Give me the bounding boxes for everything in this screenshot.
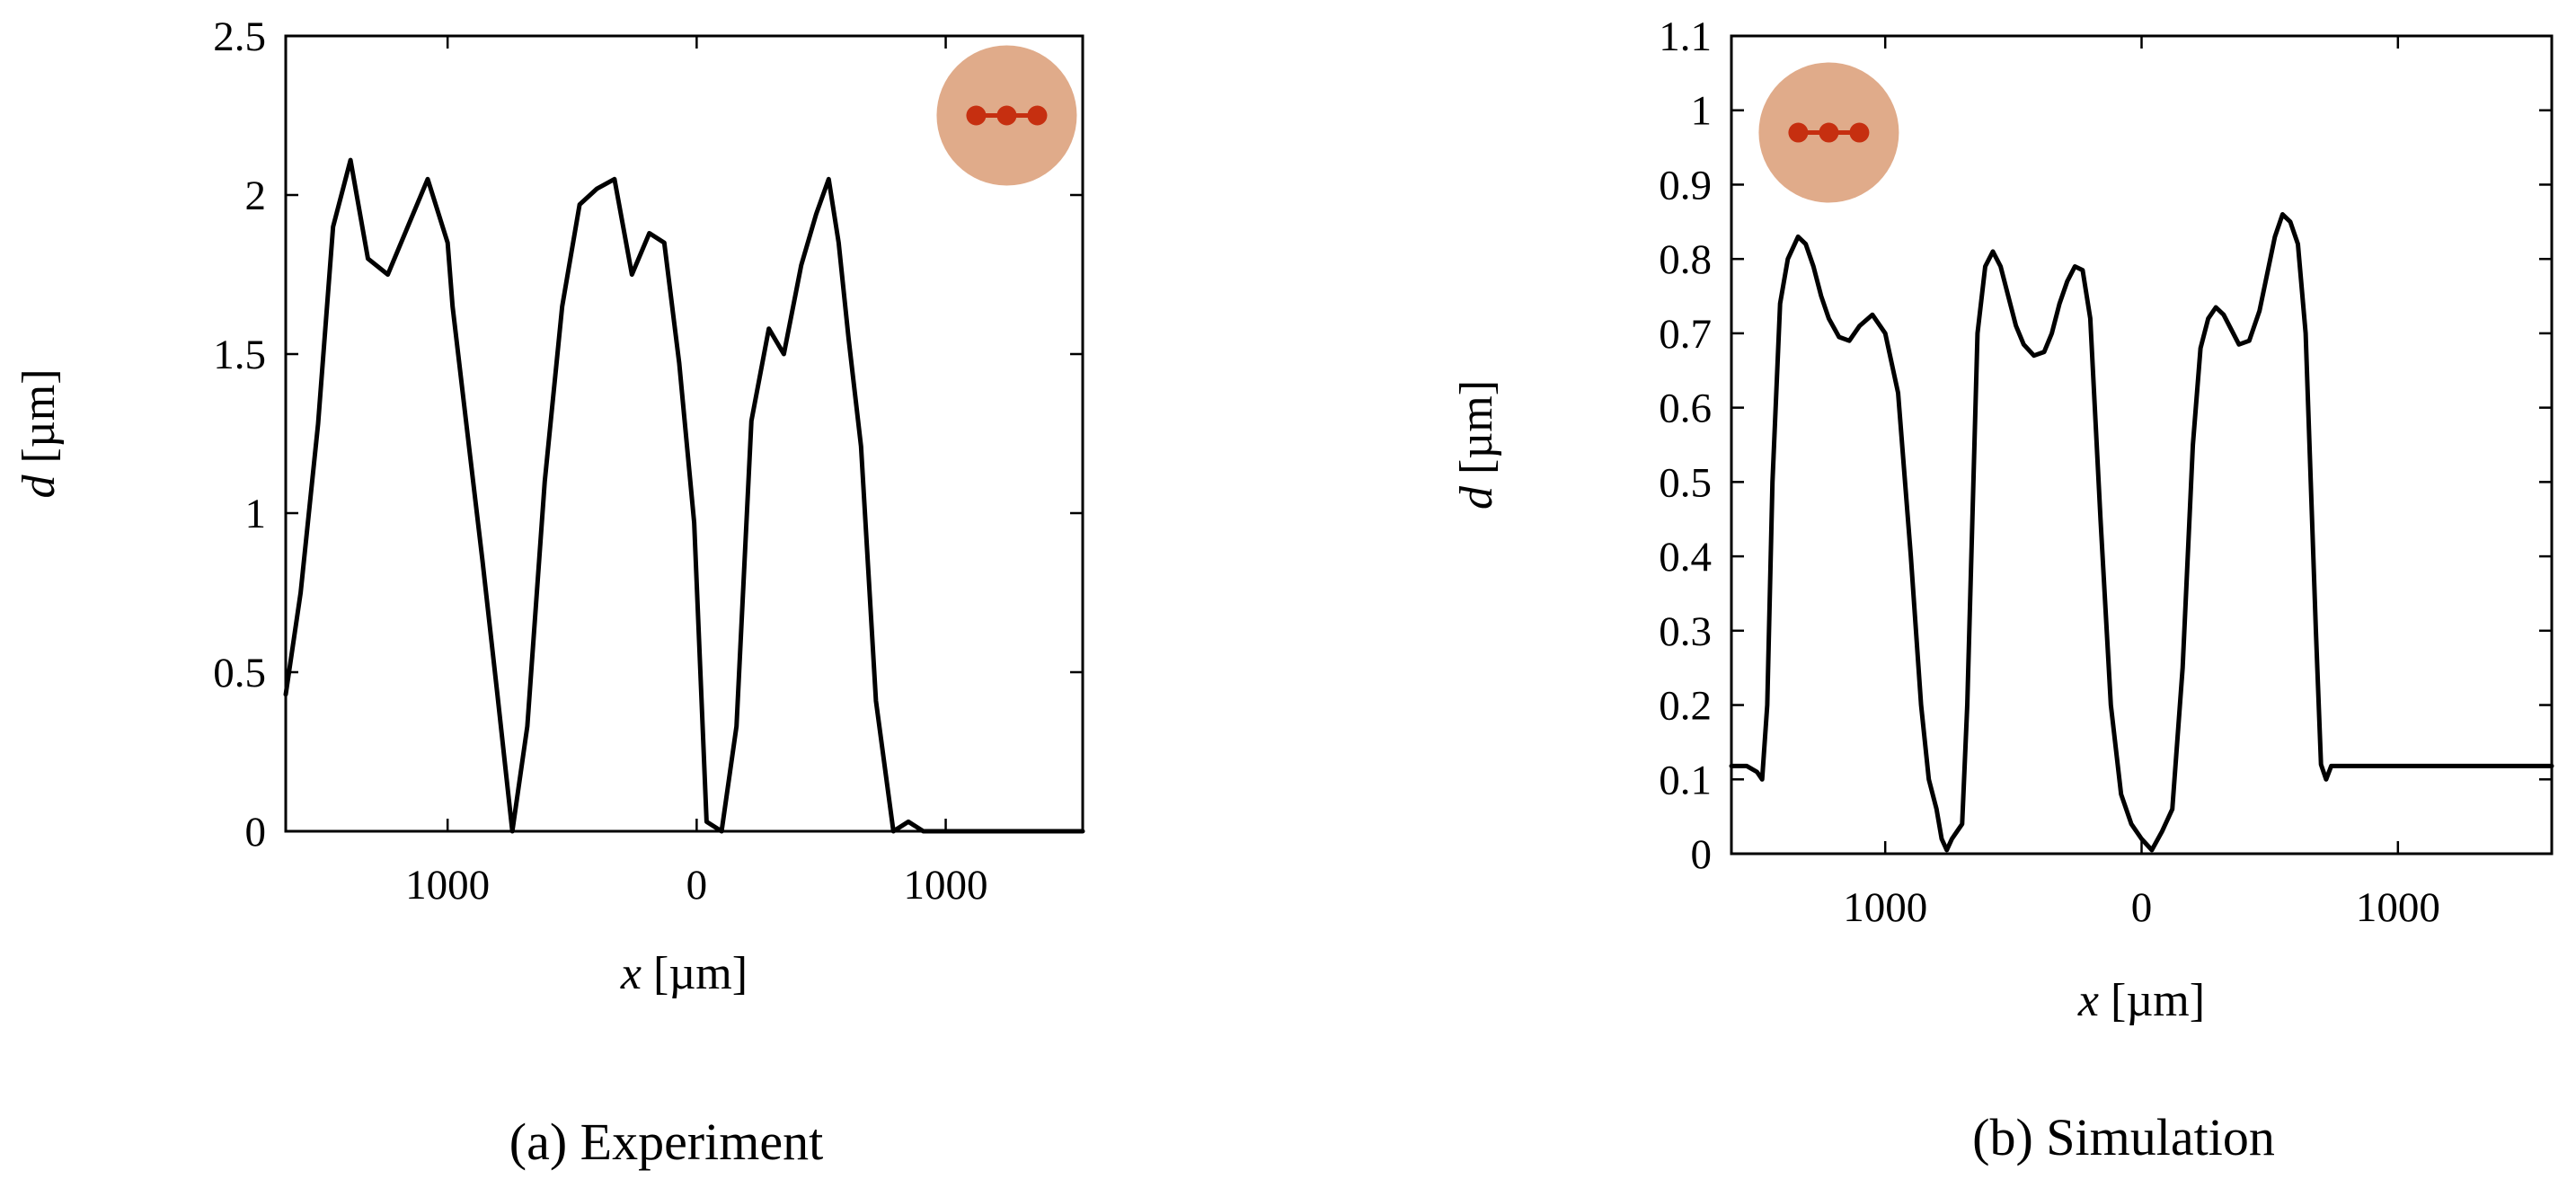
x-axis-label: x [µm] xyxy=(2077,975,2205,1026)
y-axis-unit: [µm] xyxy=(1451,380,1502,486)
y-tick-label: 0.8 xyxy=(1659,236,1712,283)
y-tick-label: 0.5 xyxy=(1659,459,1712,506)
y-tick-label: 1 xyxy=(245,491,267,537)
y-tick-label: 0.4 xyxy=(1659,534,1712,581)
inset-dot xyxy=(996,105,1017,126)
y-tick-label: 1 xyxy=(1691,88,1713,135)
y-tick-label: 0.3 xyxy=(1659,608,1712,655)
x-axis-variable: x xyxy=(2077,975,2099,1026)
x-axis-unit: [µm] xyxy=(642,948,748,999)
x-axis-label: x [µm] xyxy=(620,948,748,999)
y-tick-label: 2.5 xyxy=(213,13,266,60)
y-tick-label: 0.2 xyxy=(1659,683,1712,730)
x-tick-label: 0 xyxy=(2131,884,2153,931)
y-tick-label: 2 xyxy=(245,173,267,219)
y-tick-label: 1.1 xyxy=(1659,13,1712,60)
panel-caption: (b) Simulation xyxy=(1972,1108,2275,1166)
inset-dot xyxy=(1849,122,1870,143)
y-axis-variable: d xyxy=(13,474,65,499)
simulation-panel: 0 0.1 0.2 0.3 0.4 0.5 0.6 0.7 0.8 0.9 1 1.1 1000 0 100… xyxy=(1451,13,2554,1166)
y-axis-label: d [µm] xyxy=(13,368,65,498)
y-axis-unit: [µm] xyxy=(13,368,65,474)
three-dots-in-disc-icon xyxy=(1758,62,1899,203)
series-line-simulation xyxy=(1729,212,2554,853)
x-tick-label: 1000 xyxy=(405,862,490,909)
three-dots-in-disc-icon xyxy=(936,45,1077,186)
series-line-experiment xyxy=(283,157,1085,834)
panel-caption: (a) Experiment xyxy=(509,1113,823,1171)
y-tick-label: 0 xyxy=(1691,831,1713,878)
y-tick-label: 1.5 xyxy=(213,332,266,378)
inset-dot xyxy=(966,105,987,126)
y-tick-label: 0.1 xyxy=(1659,757,1712,803)
x-axis-variable: x xyxy=(620,948,642,999)
x-tick-label: 1000 xyxy=(2356,884,2440,931)
y-tick-label: 0.9 xyxy=(1659,162,1712,208)
x-tick-label: 0 xyxy=(686,862,708,909)
inset-dot xyxy=(1819,122,1839,143)
x-axis-unit: [µm] xyxy=(2099,975,2205,1026)
y-tick-label: 0 xyxy=(245,809,267,856)
x-tick-label: 1000 xyxy=(904,862,988,909)
x-tick-label: 1000 xyxy=(1843,884,1927,931)
y-tick-label: 0.5 xyxy=(213,650,266,696)
inset-dot xyxy=(1788,122,1809,143)
inset-dot xyxy=(1027,105,1048,126)
y-axis-label: d [µm] xyxy=(1451,380,1502,510)
y-tick-label: 0.6 xyxy=(1659,386,1712,432)
y-tick-label: 0.7 xyxy=(1659,311,1712,358)
y-axis-variable: d xyxy=(1451,485,1502,510)
plot-frame xyxy=(284,34,1084,833)
